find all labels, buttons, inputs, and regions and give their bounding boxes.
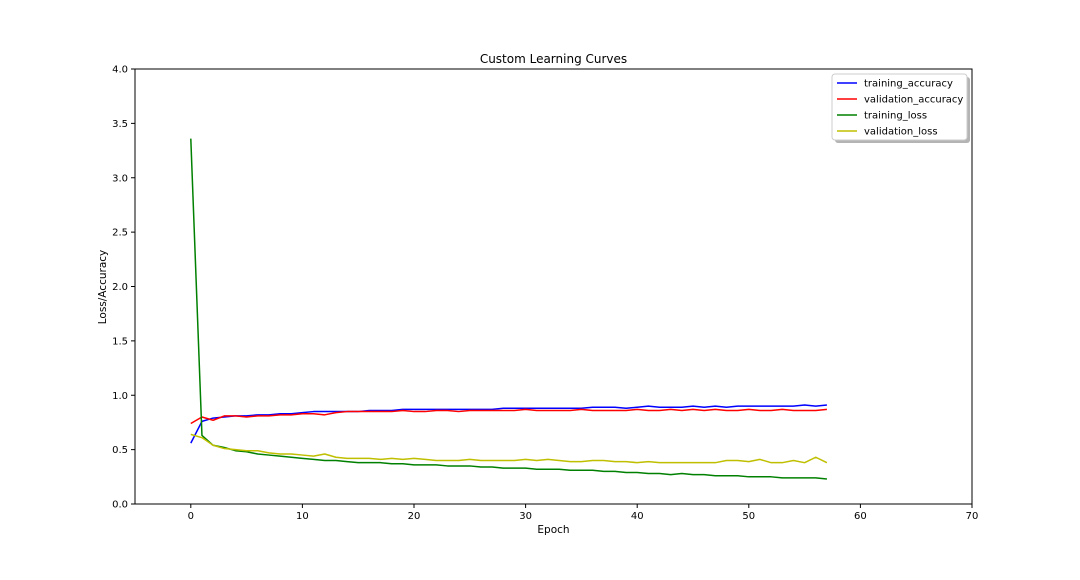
series-line-validation-accuracy xyxy=(190,408,827,425)
y-tick-label: 1.0 xyxy=(112,391,128,402)
y-axis-label: Loss/Accuracy xyxy=(97,250,109,325)
y-tick-label: 1.5 xyxy=(112,336,128,347)
series-line-training-loss xyxy=(190,138,827,480)
x-tick-label: 50 xyxy=(742,511,755,522)
x-tick-label: 40 xyxy=(631,511,644,522)
series-lines xyxy=(190,138,828,480)
x-tick-label: 70 xyxy=(966,511,979,522)
x-tick-label: 10 xyxy=(296,511,309,522)
x-tick-label: 30 xyxy=(519,511,532,522)
x-axis-ticks: 0 10 20 30 40 50 60 70 xyxy=(188,504,979,522)
x-axis-label: Epoch xyxy=(537,524,569,536)
y-tick-label: 2.0 xyxy=(112,282,128,293)
y-axis-ticks: 0.0 0.5 1.0 1.5 2.0 2.5 3.0 3.5 4.0 xyxy=(112,65,135,511)
x-tick-label: 0 xyxy=(188,511,194,522)
legend-box xyxy=(831,73,968,141)
series-line-validation-loss xyxy=(190,433,828,464)
y-tick-label: 3.0 xyxy=(112,173,128,184)
legend-label-training-loss: training_loss xyxy=(864,111,927,122)
x-tick-label: 60 xyxy=(854,511,867,522)
legend: training_accuracy validation_accuracytrai… xyxy=(831,73,970,143)
legend-label-validation-loss: validation_loss xyxy=(864,127,938,138)
series-line-training-accuracy xyxy=(190,404,827,444)
y-tick-label: 2.5 xyxy=(112,228,128,239)
y-tick-label: 0.0 xyxy=(112,500,128,511)
legend-label-training-accuracy: training_accuracy xyxy=(864,79,953,90)
y-tick-label: 0.5 xyxy=(112,445,128,456)
legend-label-validation-accuracy: validation_accuracy xyxy=(864,95,963,106)
x-tick-label: 20 xyxy=(408,511,421,522)
legend-entries: training_accuracy validation_accuracytrai… xyxy=(837,79,963,138)
chart-title: Custom Learning Curves xyxy=(480,52,627,66)
y-tick-label: 3.5 xyxy=(112,119,128,130)
y-tick-label: 4.0 xyxy=(112,65,128,76)
